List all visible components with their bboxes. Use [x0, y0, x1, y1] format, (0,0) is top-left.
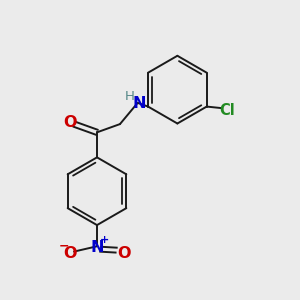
Text: O: O: [117, 246, 131, 261]
Text: N: N: [91, 240, 104, 255]
Text: O: O: [64, 115, 77, 130]
Text: H: H: [124, 90, 134, 103]
Text: N: N: [132, 96, 146, 111]
Text: −: −: [58, 240, 69, 253]
Text: +: +: [99, 236, 109, 245]
Text: Cl: Cl: [219, 103, 235, 118]
Text: O: O: [63, 246, 77, 261]
